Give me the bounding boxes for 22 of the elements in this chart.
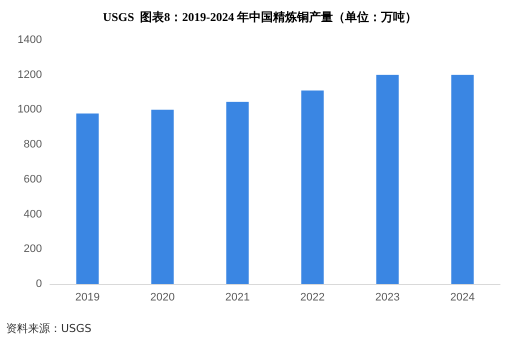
x-tick-label: 2024	[450, 292, 475, 304]
bar	[76, 114, 99, 284]
bar	[151, 110, 174, 284]
bar	[301, 90, 324, 284]
x-tick-label: 2021	[225, 292, 250, 304]
y-tick-label: 1000	[18, 104, 42, 116]
chart-title: USGS 图表8：2019-2024 年中国精炼铜产量（单位：万吨）	[102, 10, 418, 24]
y-tick-label: 1200	[18, 68, 42, 81]
text: 资料来源：USGS	[6, 322, 92, 335]
bar	[376, 74, 399, 284]
x-tick-label: 2023	[375, 292, 400, 304]
y-tick-label: 0	[36, 278, 42, 290]
bar	[451, 74, 474, 284]
y-tick-label: 800	[24, 138, 42, 151]
y-tick-label: 200	[24, 243, 42, 256]
x-tick-label: 2022	[300, 292, 325, 304]
bar	[226, 102, 249, 284]
x-tick-label: 2019	[75, 292, 100, 304]
y-tick-label: 400	[24, 208, 42, 220]
x-tick-label: 2020	[150, 292, 175, 304]
y-tick-label: 1400	[18, 34, 42, 46]
y-tick-label: 600	[24, 173, 42, 186]
